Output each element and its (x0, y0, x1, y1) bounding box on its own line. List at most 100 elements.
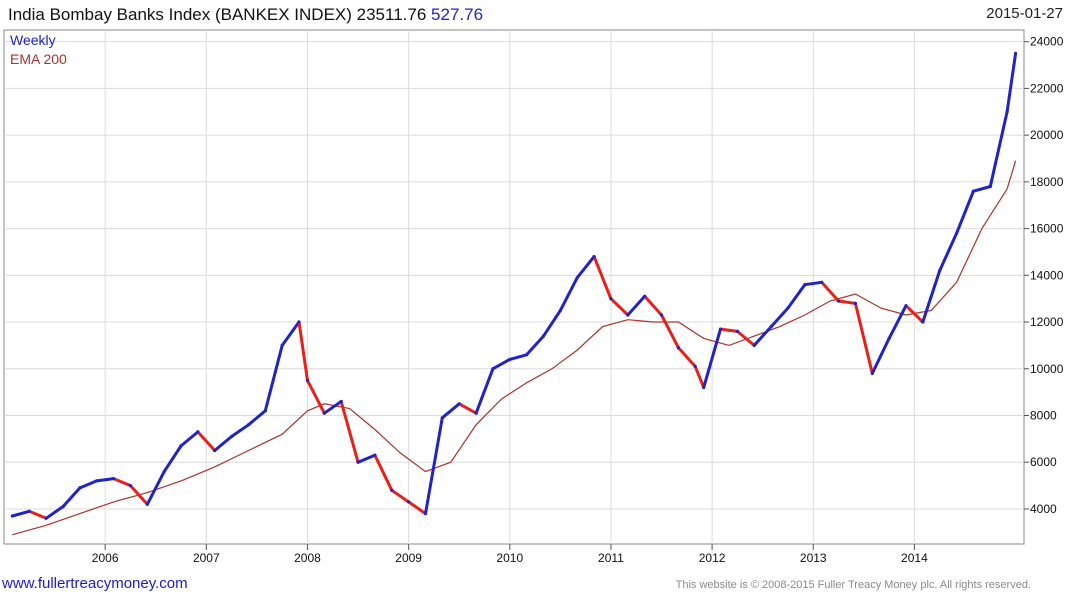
y-tick-label: 24000 (1030, 35, 1064, 49)
weekly-point (541, 334, 546, 338)
weekly-segment (870, 336, 891, 375)
grid-lines (4, 30, 1024, 544)
weekly-segment (424, 416, 444, 516)
weekly-segment (162, 444, 183, 474)
x-axis: 2006 2007 2008 2009 2010 2011 2012 2013 2014 (92, 544, 928, 565)
weekly-point (145, 502, 149, 506)
weekly-point (78, 486, 82, 490)
weekly-segment (719, 327, 739, 333)
weekly-segment (702, 327, 722, 389)
weekly-point (718, 327, 723, 331)
weekly-point (988, 184, 992, 189)
weekly-point (887, 336, 891, 340)
weekly-segment (10, 509, 31, 518)
y-tick-label: 18000 (1030, 175, 1064, 189)
weekly-point (128, 484, 132, 488)
weekly-segment (263, 343, 284, 413)
weekly-segment (407, 500, 427, 516)
weekly-segment (179, 430, 200, 448)
weekly-point (693, 364, 697, 368)
weekly-segment (27, 509, 48, 520)
x-tick-label: 2012 (699, 551, 726, 565)
weekly-point (558, 308, 563, 312)
weekly-segment (542, 308, 562, 338)
weekly-point (61, 505, 65, 509)
weekly-point (213, 448, 217, 453)
weekly-segment (280, 320, 301, 347)
weekly-segment (61, 486, 82, 509)
y-tick-label: 16000 (1030, 222, 1064, 236)
weekly-point (44, 516, 48, 520)
weekly-segment (474, 367, 495, 415)
weekly-segment (988, 110, 1009, 188)
weekly-point (702, 385, 706, 390)
x-tick-label: 2006 (92, 551, 119, 565)
y-tick-label: 14000 (1030, 268, 1064, 282)
weekly-point (196, 430, 200, 434)
weekly-point (297, 320, 301, 324)
weekly-point (870, 371, 874, 375)
weekly-point (659, 313, 664, 317)
weekly-segment (373, 453, 394, 492)
weekly-point (162, 470, 166, 474)
y-tick-label: 20000 (1030, 128, 1064, 142)
weekly-segment (575, 255, 596, 280)
weekly-segment (508, 353, 529, 361)
weekly-segment (44, 505, 65, 520)
weekly-point (440, 416, 444, 420)
weekly-point (938, 269, 942, 273)
weekly-segment (306, 379, 326, 415)
weekly-point (1014, 51, 1018, 56)
weekly-segment (525, 334, 545, 357)
y-tick-label: 10000 (1030, 362, 1064, 376)
title-text: India Bombay Banks Index (BANKEX INDEX) … (8, 5, 427, 24)
weekly-series (10, 51, 1018, 520)
y-tick-label: 22000 (1030, 81, 1064, 95)
weekly-point (10, 514, 14, 518)
weekly-segment (339, 400, 360, 464)
weekly-point (305, 378, 310, 383)
weekly-point (390, 488, 394, 492)
weekly-point (179, 444, 183, 448)
weekly-point (921, 320, 925, 324)
website-link[interactable]: www.fullertreacymoney.com (2, 575, 188, 592)
chart-title: India Bombay Banks Index (BANKEX INDEX) … (8, 5, 483, 25)
weekly-point (904, 304, 908, 308)
y-tick-label: 6000 (1030, 455, 1057, 469)
weekly-point (676, 346, 681, 350)
weekly-point (735, 329, 740, 333)
x-tick-label: 2007 (193, 551, 220, 565)
weekly-segment (921, 269, 942, 324)
weekly-segment (735, 329, 756, 347)
weekly-segment (356, 453, 377, 464)
weekly-point (786, 306, 790, 310)
weekly-segment (660, 313, 680, 350)
weekly-segment (247, 409, 267, 427)
weekly-segment (853, 301, 874, 375)
weekly-point (752, 343, 756, 347)
weekly-segment (78, 479, 99, 490)
weekly-segment (904, 304, 925, 324)
weekly-segment (769, 306, 790, 329)
weekly-segment (95, 477, 116, 483)
weekly-point (263, 409, 267, 413)
weekly-point (508, 357, 512, 361)
y-tick-label: 12000 (1030, 315, 1064, 329)
weekly-point (474, 411, 478, 415)
weekly-point (803, 283, 807, 287)
weekly-segment (676, 346, 697, 368)
weekly-segment (786, 283, 807, 310)
weekly-point (423, 511, 428, 516)
chart-date: 2015-01-27 (986, 5, 1063, 22)
weekly-segment (297, 320, 309, 382)
weekly-segment (1005, 51, 1018, 114)
weekly-segment (196, 430, 217, 452)
y-tick-label: 8000 (1030, 409, 1057, 423)
weekly-segment (390, 488, 411, 504)
weekly-point (491, 367, 495, 371)
weekly-segment (558, 276, 579, 312)
legend-weekly: Weekly (10, 32, 56, 48)
weekly-point (769, 325, 773, 329)
weekly-point (971, 189, 976, 193)
